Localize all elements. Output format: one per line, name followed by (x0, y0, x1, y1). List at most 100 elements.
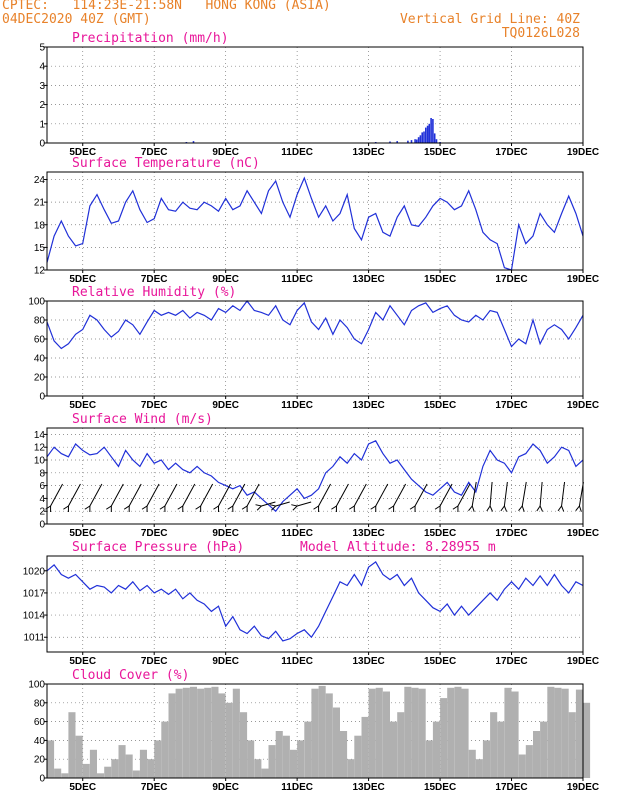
wind-arrow-head (177, 505, 184, 513)
cloud-bar (89, 749, 97, 778)
temp-ytick-label: 18 (34, 220, 46, 231)
wind-arrow (246, 483, 260, 507)
wind-arrow (146, 483, 160, 507)
wind-arrow (182, 483, 196, 507)
cloud-bar (332, 707, 340, 778)
cloud-frame (46, 683, 584, 779)
temp-xtick-label: 5DEC (69, 274, 96, 285)
wind-arrow-head (468, 504, 475, 512)
wind-arrow (68, 483, 81, 507)
wind-arrow (503, 481, 508, 507)
precip-bar (396, 141, 398, 143)
precip-xtick-label: 7DEC (141, 147, 168, 158)
wind-arrow (393, 483, 407, 507)
wind-xtick-label: 5DEC (69, 528, 96, 539)
cloud-bar (161, 721, 169, 778)
cloud-bar (325, 693, 333, 778)
wind-arrow (414, 483, 428, 507)
wind-arrow-head (409, 505, 416, 513)
cloud-ytick-label: 100 (28, 680, 45, 691)
wind-arrow (164, 483, 178, 507)
precip-bar (417, 137, 420, 143)
wind-ytick-label: 6 (39, 481, 45, 492)
precip-ytick-label: 4 (39, 62, 45, 73)
cloud-bar (197, 688, 205, 778)
cloud-bar (554, 687, 562, 778)
cloud-bar (511, 691, 519, 778)
temp-xtick-label: 9DEC (212, 274, 239, 285)
wind-arrow-head (159, 505, 166, 513)
cloud-bar (368, 688, 376, 778)
cloud-bar (182, 687, 190, 778)
rh-series-line (46, 300, 584, 350)
wind-xtick-label: 13DEC (352, 528, 384, 539)
cloud-ytick-label: 0 (39, 774, 45, 785)
cloud-bar (139, 749, 147, 778)
wind-ytick-label: 14 (34, 430, 46, 441)
precip-xtick-label: 17DEC (495, 147, 527, 158)
pres-frame (46, 555, 584, 653)
wind-arrow-head (45, 505, 52, 513)
cloud-bar (468, 749, 476, 778)
wind-arrow (275, 501, 290, 507)
temp-series-line (46, 176, 584, 271)
cloud-bar (454, 686, 462, 778)
cloud-bar (97, 773, 105, 778)
cloud-bar (390, 721, 398, 778)
precip-xtick-label: 9DEC (212, 147, 239, 158)
cloud-bar (418, 688, 426, 778)
cloud-ytick-label: 80 (34, 698, 46, 709)
cloud-xtick-label: 7DEC (141, 782, 168, 793)
temp-xtick-label: 17DEC (495, 274, 527, 285)
rh-xtick-label: 5DEC (69, 400, 96, 411)
cloud-bar (82, 763, 90, 778)
wind-arrow-head (486, 504, 493, 512)
precip-panel: 0 1 2 3 4 5 5DEC 7DEC 9DEC 11DEC 13DEC 15DEC 17DEC 19… (39, 31, 599, 158)
header-left-line2: 04DEC2020 40Z (GMT) (2, 12, 151, 27)
wind-arrow (296, 501, 312, 507)
cloud-bar (225, 702, 233, 778)
temp-xtick-label: 19DEC (567, 274, 599, 285)
precip-xtick-label: 11DEC (281, 147, 313, 158)
rh-ytick-label: 20 (34, 373, 46, 384)
wind-title: Surface Wind (m/s) (72, 412, 213, 427)
cloud-bar (533, 731, 541, 778)
cloud-bar (568, 712, 576, 778)
cloud-bar (268, 745, 276, 778)
cloud-ytick-label: 20 (34, 755, 46, 766)
precip-ytick-label: 1 (39, 119, 45, 130)
cloud-xtick-label: 17DEC (495, 782, 527, 793)
pres-xtick-label: 15DEC (424, 656, 456, 667)
cloud-bar (518, 754, 526, 778)
wind-arrow-head (123, 505, 130, 513)
cloud-bar (204, 687, 212, 778)
wind-arrow-head (213, 505, 220, 513)
wind-arrow-head (195, 505, 202, 513)
temp-ytick-label: 15 (34, 243, 46, 254)
cloud-bar (111, 759, 119, 778)
cloud-bar (147, 759, 155, 778)
header-left-line1: CPTEC: 114:23E-21:58N HONG KONG (ASIA) (2, 0, 331, 13)
wind-arrow-head (63, 505, 69, 513)
wind-arrow-head (575, 504, 582, 512)
temp-ytick-label: 21 (34, 198, 46, 209)
cloud-bar (347, 759, 355, 778)
precip-ytick-label: 3 (39, 81, 45, 92)
cloud-bar (118, 745, 126, 778)
precip-title: Precipitation (mm/h) (72, 31, 229, 46)
wind-arrow (128, 483, 142, 507)
wind-arrow-head (255, 504, 263, 511)
cloud-bar (282, 735, 290, 778)
precip-bar (423, 131, 425, 143)
temp-ytick-label: 24 (34, 175, 46, 186)
precip-bar (428, 123, 431, 143)
cloud-bar (232, 688, 240, 778)
cloud-bar (504, 687, 512, 778)
wind-arrow (439, 483, 453, 507)
rh-xtick-label: 17DEC (495, 400, 527, 411)
wind-arrow (232, 483, 246, 507)
rh-frame (46, 300, 584, 397)
cloud-bar (189, 686, 197, 778)
temp-xtick-label: 15DEC (424, 274, 456, 285)
